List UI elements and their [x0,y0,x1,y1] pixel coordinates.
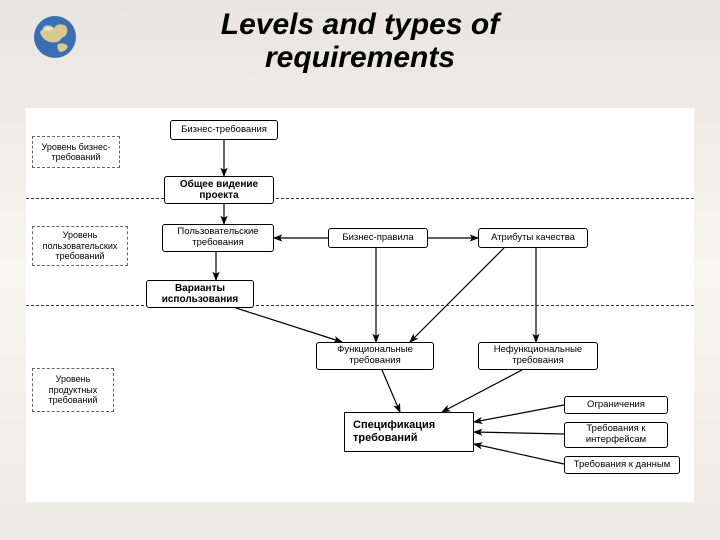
edge-func-spec [382,370,400,412]
diagram-canvas: Уровень бизнес-требований Уровеньпользова… [26,108,694,502]
node-usecase: Вариантыиспользования [146,280,254,308]
slide: Levels and types of requirements Уровень… [0,0,720,540]
edge-qual-func [410,248,504,342]
node-datareq: Требования к данным [564,456,680,474]
level-prod: Уровеньпродуктныхтребований [32,368,114,412]
node-vision: Общее видениепроекта [164,176,274,204]
node-iface: Требования кинтерфейсам [564,422,668,448]
level-separator-1 [26,305,694,306]
level-separator-0 [26,198,694,199]
edge-constr-spec [474,405,564,422]
title-line2: requirements [265,41,455,74]
edge-iface-spec [474,432,564,434]
node-spec: Спецификациятребований [344,412,474,452]
node-rules: Бизнес-правила [328,228,428,248]
node-func: Функциональныетребования [316,342,434,370]
level-biz: Уровень бизнес-требований [32,136,120,168]
node-userreq: Пользовательскиетребования [162,224,274,252]
title-line1: Levels and types of [221,8,499,41]
level-user: Уровеньпользовательскихтребований [32,226,128,266]
node-qual: Атрибуты качества [478,228,588,248]
page-title: Levels and types of requirements [0,8,720,74]
node-bizreq: Бизнес-требования [170,120,278,140]
edge-nonfunc-spec [442,370,522,412]
edge-datareq-spec [474,444,564,464]
node-nonfunc: Нефункциональныетребования [478,342,598,370]
node-constr: Ограничения [564,396,668,414]
edge-usecase-func [236,308,342,342]
